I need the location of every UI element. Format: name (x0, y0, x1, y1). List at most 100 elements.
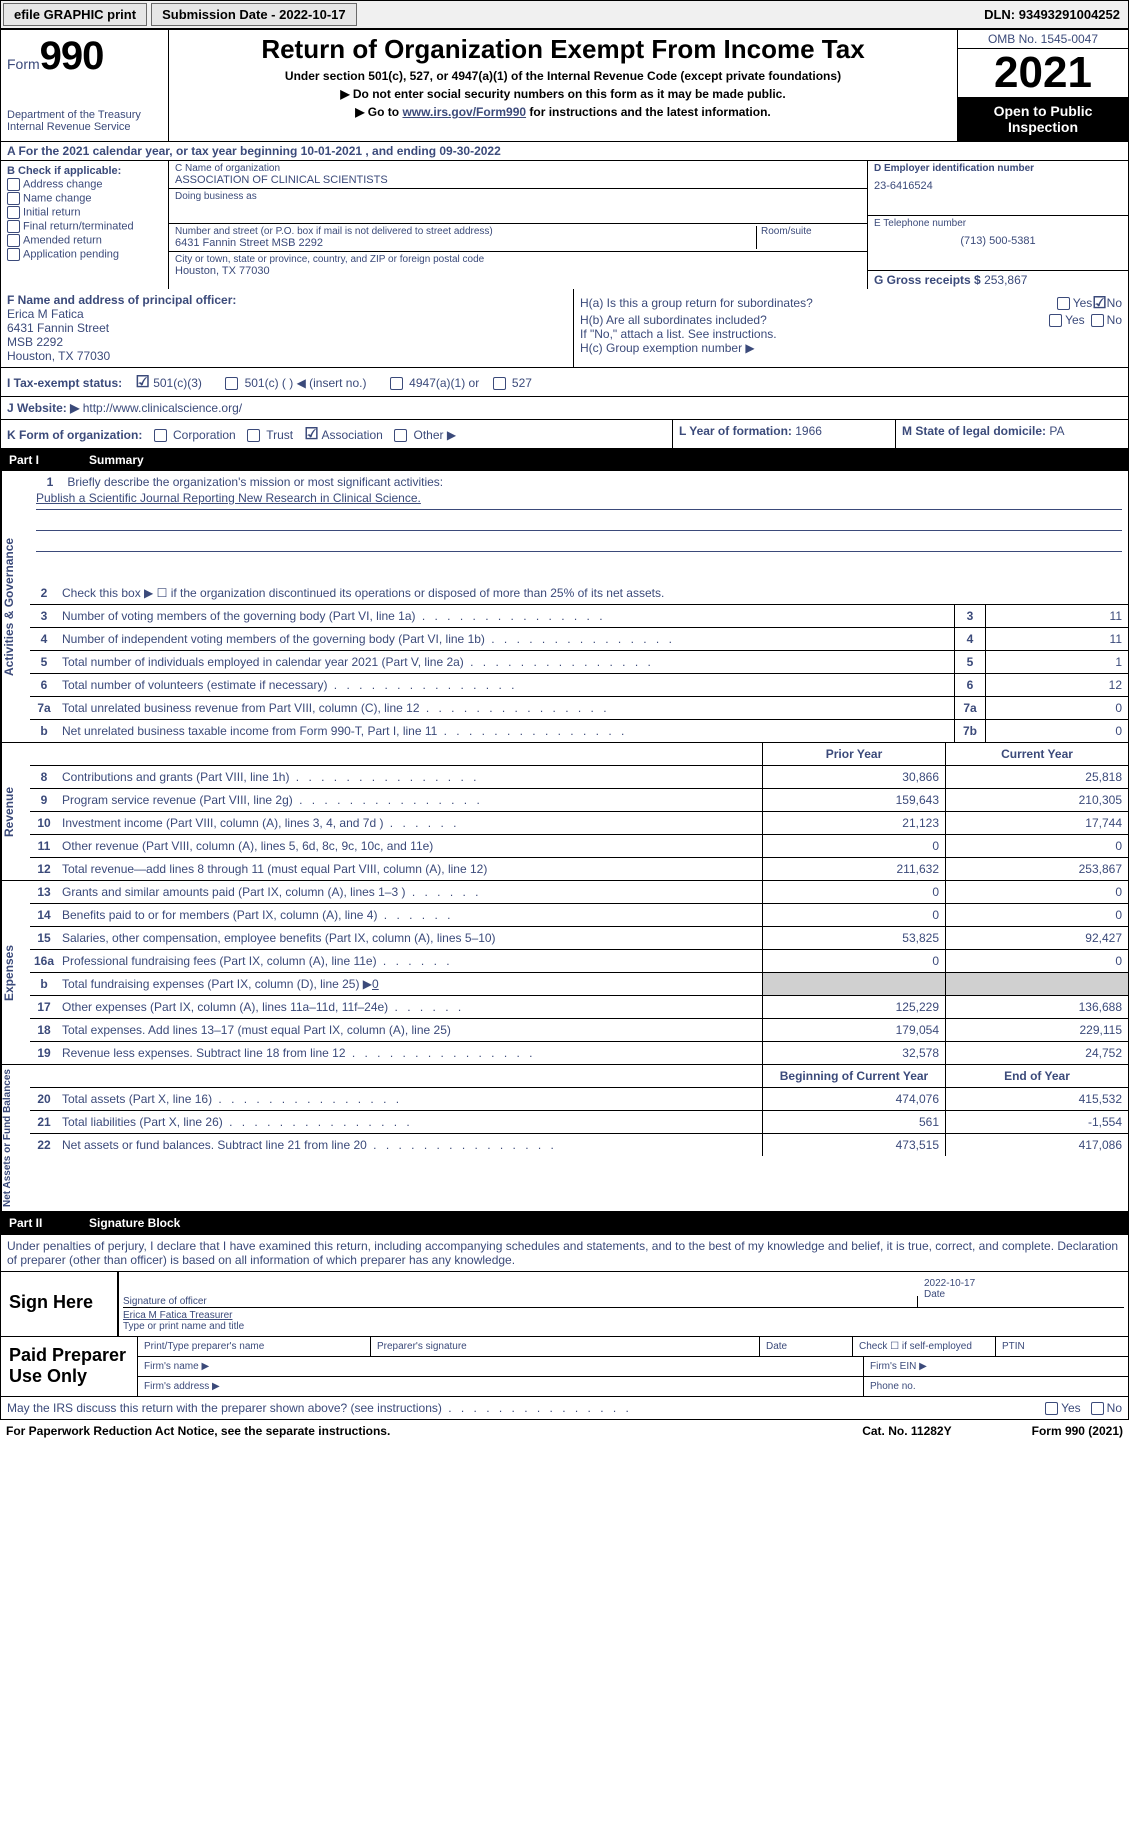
line-desc: Investment income (Part VIII, column (A)… (58, 814, 762, 832)
chk-label: Address change (23, 178, 103, 190)
checkbox-icon[interactable] (493, 377, 506, 390)
other-label: Other ▶ (414, 428, 457, 442)
current-val: 0 (945, 904, 1128, 926)
current-val: 17,744 (945, 812, 1128, 834)
line-7b: b Net unrelated business taxable income … (30, 720, 1128, 742)
box-k: K Form of organization: Corporation Trus… (1, 420, 672, 448)
line-num: b (30, 724, 58, 738)
submission-date-button[interactable]: Submission Date - 2022-10-17 (151, 3, 357, 26)
ein-value: 23-6416524 (874, 180, 1122, 192)
no-label: No (1107, 296, 1122, 310)
line-desc: Grants and similar amounts paid (Part IX… (58, 883, 762, 901)
revenue-side-label: Revenue (1, 743, 30, 880)
line-5: 5 Total number of individuals employed i… (30, 651, 1128, 674)
line-22: 22 Net assets or fund balances. Subtract… (30, 1134, 1128, 1156)
tax-status-label: I Tax-exempt status: (7, 376, 122, 390)
paperwork-notice: For Paperwork Reduction Act Notice, see … (6, 1424, 862, 1438)
section-bcde: B Check if applicable: Address change Na… (0, 161, 1129, 289)
gross-value: 253,867 (984, 273, 1027, 287)
current-val: 92,427 (945, 927, 1128, 949)
line-9: 9 Program service revenue (Part VIII, li… (30, 789, 1128, 812)
line-15: 15 Salaries, other compensation, employe… (30, 927, 1128, 950)
officer-addr2: MSB 2292 (7, 335, 567, 349)
goto-pre: ▶ Go to (355, 105, 402, 119)
discuss-label: May the IRS discuss this return with the… (7, 1401, 1045, 1415)
checkbox-icon[interactable] (390, 377, 403, 390)
line-num: 4 (30, 632, 58, 646)
part2-title: Signature Block (89, 1216, 180, 1230)
line-desc: Net unrelated business taxable income fr… (58, 722, 954, 740)
yes-label: Yes (1061, 1401, 1081, 1415)
chk-app-pending[interactable]: Application pending (7, 248, 162, 261)
checkbox-icon[interactable] (394, 429, 407, 442)
website-url[interactable]: http://www.clinicalscience.org/ (83, 401, 242, 415)
top-bar: efile GRAPHIC print Submission Date - 20… (0, 0, 1129, 29)
city-cell: City or town, state or province, country… (169, 252, 867, 279)
line-box: 7a (954, 697, 985, 719)
current-year-header: Current Year (945, 743, 1128, 765)
chk-amended[interactable]: Amended return (7, 234, 162, 247)
line-desc: Total revenue—add lines 8 through 11 (mu… (58, 860, 762, 878)
ein-cell: D Employer identification number 23-6416… (868, 161, 1128, 216)
submission-date-value: 2022-10-17 (279, 7, 346, 22)
website-label: J Website: ▶ (7, 401, 79, 415)
checkbox-icon[interactable] (247, 429, 260, 442)
governance-section: Activities & Governance 1 Briefly descri… (0, 471, 1129, 743)
page-footer: For Paperwork Reduction Act Notice, see … (0, 1420, 1129, 1442)
begin-val: 473,515 (762, 1134, 945, 1156)
checkbox-icon[interactable] (1091, 1402, 1104, 1415)
paid-preparer-label: Paid Preparer Use Only (1, 1337, 138, 1396)
revenue-header-row: Prior Year Current Year (30, 743, 1128, 766)
checkbox-icon[interactable] (1049, 314, 1062, 327)
chk-address-change[interactable]: Address change (7, 178, 162, 191)
line-val: 11 (985, 628, 1128, 650)
line-desc: Net assets or fund balances. Subtract li… (58, 1136, 762, 1154)
part1-header: Part I Summary (0, 449, 1129, 471)
chk-initial-return[interactable]: Initial return (7, 206, 162, 219)
line-num: 15 (30, 931, 58, 945)
line-box: 4 (954, 628, 985, 650)
row-klm: K Form of organization: Corporation Trus… (0, 420, 1129, 449)
end-year-header: End of Year (945, 1065, 1128, 1087)
501c3-label: 501(c)(3) (153, 376, 202, 390)
line-desc: Number of independent voting members of … (58, 630, 954, 648)
line-20: 20 Total assets (Part X, line 16) 474,07… (30, 1088, 1128, 1111)
cat-number: Cat. No. 11282Y (862, 1424, 951, 1438)
prior-val: 30,866 (762, 766, 945, 788)
printed-name: Erica M Fatica Treasurer (123, 1310, 1124, 1321)
line-desc: Program service revenue (Part VIII, line… (58, 791, 762, 809)
ein-label: D Employer identification number (874, 163, 1122, 174)
netassets-header-row: Beginning of Current Year End of Year (30, 1065, 1128, 1088)
line-num: 20 (30, 1092, 58, 1106)
goto-note: ▶ Go to www.irs.gov/Form990 for instruct… (177, 105, 949, 119)
preparer-name-label: Print/Type preparer's name (138, 1337, 371, 1356)
mission-blank (36, 510, 1122, 531)
line-num: 13 (30, 885, 58, 899)
checkbox-icon[interactable] (1057, 297, 1070, 310)
prior-val: 159,643 (762, 789, 945, 811)
irs-link[interactable]: www.irs.gov/Form990 (402, 105, 526, 119)
signature-label: Signature of officer (123, 1296, 917, 1307)
chk-name-change[interactable]: Name change (7, 192, 162, 205)
checkbox-icon[interactable] (225, 377, 238, 390)
line-num: 16a (30, 954, 58, 968)
paid-preparer-section: Paid Preparer Use Only Print/Type prepar… (0, 1337, 1129, 1397)
checkbox-icon[interactable] (154, 429, 167, 442)
checkbox-icon[interactable] (1045, 1402, 1058, 1415)
checkbox-icon[interactable] (1091, 314, 1104, 327)
domicile-value: PA (1049, 424, 1064, 438)
sign-here-label: Sign Here (1, 1272, 117, 1336)
officer-label: F Name and address of principal officer: (7, 293, 567, 307)
line-num: 12 (30, 862, 58, 876)
line-num: b (30, 977, 58, 991)
domicile-label: M State of legal domicile: (902, 424, 1049, 438)
address-cell: Number and street (or P.O. box if mail i… (169, 224, 867, 252)
firm-addr-label: Firm's address ▶ (138, 1377, 864, 1396)
omb-number: OMB No. 1545-0047 (958, 30, 1128, 49)
preparer-date-label: Date (760, 1337, 853, 1356)
efile-button[interactable]: efile GRAPHIC print (3, 3, 147, 26)
chk-final-return[interactable]: Final return/terminated (7, 220, 162, 233)
line-num: 18 (30, 1023, 58, 1037)
501c-label: 501(c) ( ) ◀ (insert no.) (245, 376, 367, 390)
box-f: F Name and address of principal officer:… (1, 289, 574, 367)
